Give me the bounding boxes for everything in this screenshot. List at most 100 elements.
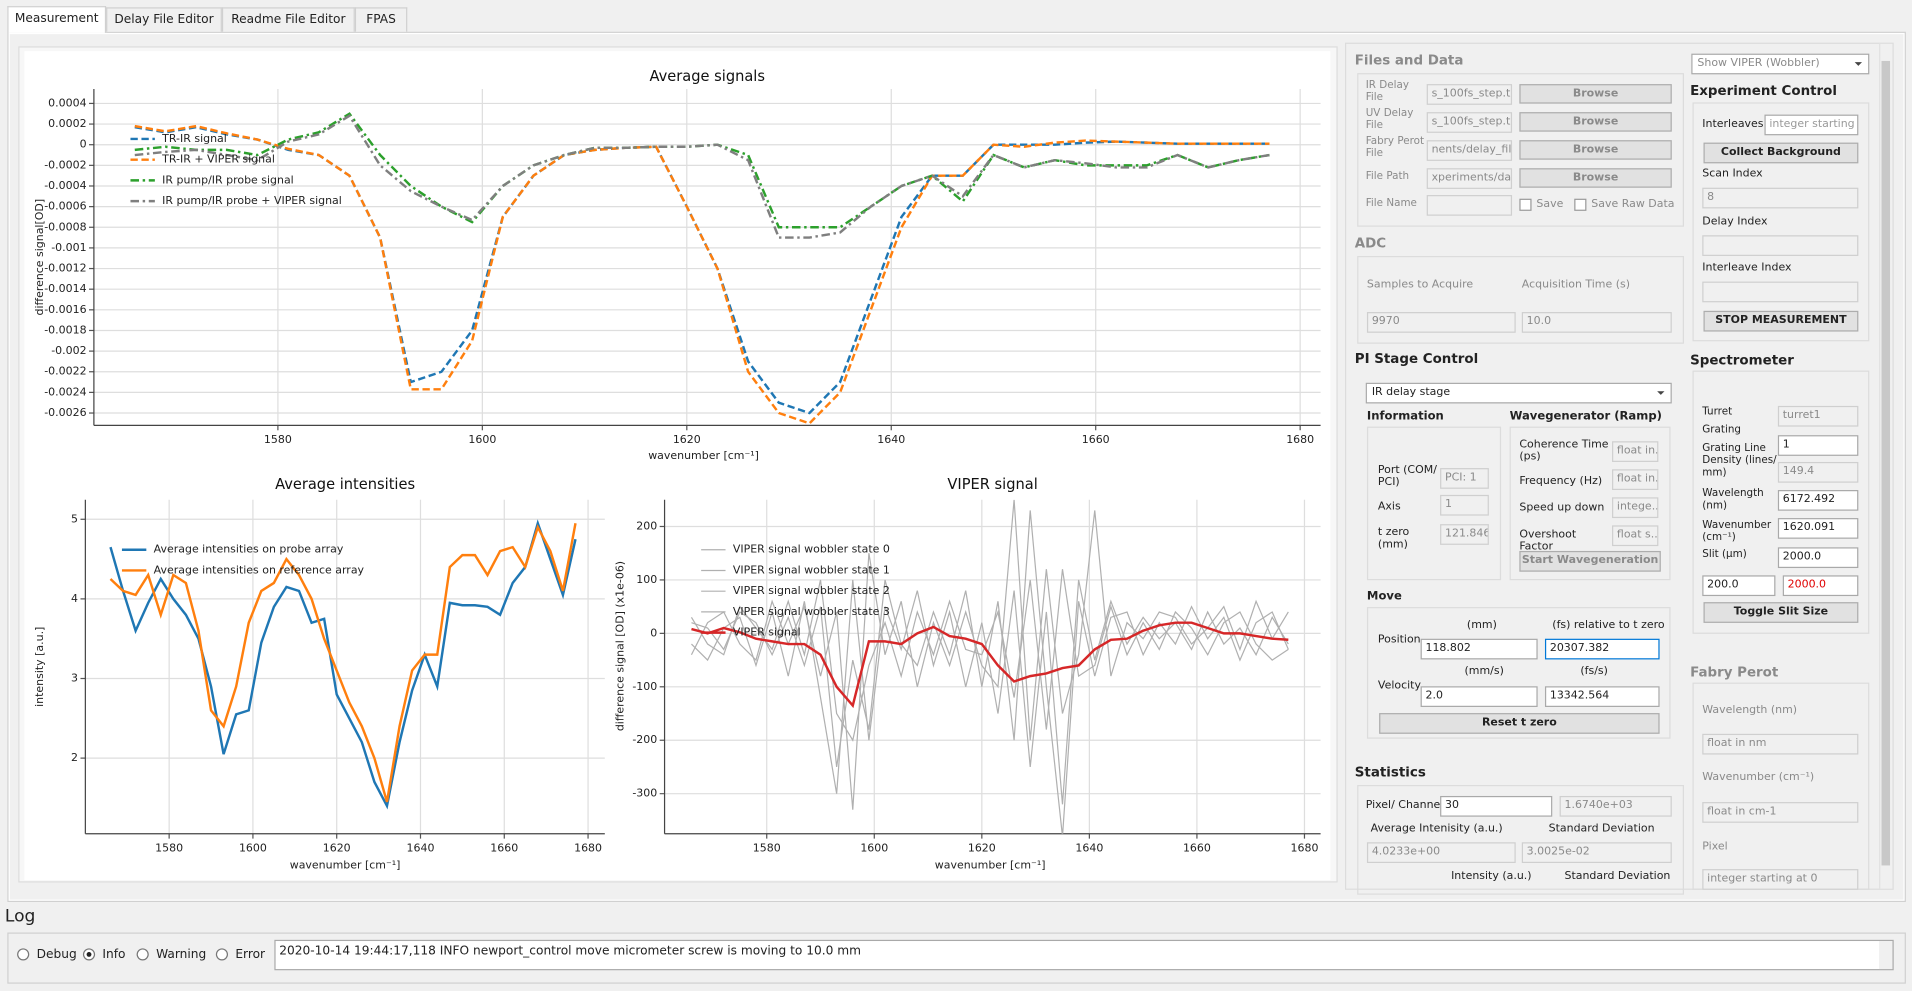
unit-label: (mm) xyxy=(1466,619,1497,632)
dropdown[interactable]: Show VIPER (Wobbler) xyxy=(1691,53,1870,75)
scrollbar-thumb[interactable] xyxy=(1881,60,1891,866)
text-field[interactable]: 1620.091 xyxy=(1777,518,1859,539)
text-field[interactable]: nents/delay_files xyxy=(1426,140,1513,161)
field-label: Velocity xyxy=(1377,680,1421,693)
text-field[interactable]: 2000.0 xyxy=(1782,575,1859,597)
text-field[interactable]: intege... xyxy=(1612,497,1659,519)
button[interactable]: Toggle Slit Size xyxy=(1703,602,1859,623)
checkbox[interactable] xyxy=(1574,198,1587,211)
text-field[interactable]: float in cm-1 xyxy=(1702,802,1859,823)
legend-label: VIPER signal wobbler state 0 xyxy=(733,543,890,556)
field-label: Speed up down xyxy=(1519,502,1605,515)
field-label: File Name xyxy=(1365,197,1417,210)
button[interactable]: Collect Background xyxy=(1703,142,1859,164)
text-field[interactable]: turret1 xyxy=(1777,405,1859,427)
y-tick-label: -0.0022 xyxy=(44,365,86,378)
settings-scroll-area xyxy=(1344,42,1894,890)
y-tick-label: -0.0026 xyxy=(44,406,86,419)
field-label: Port (COM/ PCI) xyxy=(1377,464,1437,490)
field-label: IR Delay File xyxy=(1365,79,1410,104)
tab[interactable]: Measurement xyxy=(7,6,107,33)
text-field[interactable]: float in... xyxy=(1612,469,1659,491)
button[interactable]: Browse xyxy=(1519,140,1672,160)
legend-label: VIPER signal wobbler state 1 xyxy=(733,563,890,576)
radio-label: Info xyxy=(102,948,126,962)
button[interactable]: Start Wavegeneration xyxy=(1519,550,1661,572)
field-label: Pixel xyxy=(1702,841,1728,854)
y-tick-label: -200 xyxy=(632,733,657,746)
field-label: Pixel/ Channel xyxy=(1365,799,1444,812)
dropdown[interactable]: IR delay stage xyxy=(1365,382,1672,404)
text-field[interactable]: 200.0 xyxy=(1702,575,1776,597)
field-label: Wavelength (nm) xyxy=(1702,704,1798,717)
radio-button[interactable] xyxy=(215,948,229,961)
text-field[interactable]: 30 xyxy=(1440,795,1553,817)
text-field[interactable] xyxy=(1426,195,1513,216)
text-field[interactable]: s_100fs_step.txt xyxy=(1426,112,1513,133)
y-tick-label: -0.0018 xyxy=(44,323,86,336)
plots: 1580 1600 1620 1640 1660 1680 0.0004 0.0002 0 -0.… xyxy=(33,68,1321,871)
button[interactable]: Browse xyxy=(1519,84,1672,104)
group-title: Information xyxy=(1366,409,1444,423)
y-tick-label: 4 xyxy=(71,592,78,605)
text-field[interactable]: 1 xyxy=(1440,494,1489,516)
field-label: Position xyxy=(1377,633,1421,647)
button[interactable]: Browse xyxy=(1519,168,1672,188)
text-field[interactable]: 1 xyxy=(1777,435,1859,456)
text-field[interactable]: PCI: 1 xyxy=(1440,468,1489,489)
button[interactable]: Browse xyxy=(1519,112,1672,132)
tab[interactable]: FPAS xyxy=(354,7,408,32)
x-tick-label: 1620 xyxy=(968,841,996,854)
tab[interactable]: Delay File Editor xyxy=(106,7,222,32)
field-label: Delay Index xyxy=(1702,215,1768,228)
radio-button[interactable] xyxy=(82,948,96,961)
text-field[interactable]: 20307.382 xyxy=(1544,638,1660,660)
text-field[interactable]: 1.6740e+03 xyxy=(1559,795,1672,817)
text-field[interactable]: 2.0 xyxy=(1420,686,1538,707)
text-field[interactable]: 121.846 xyxy=(1440,524,1489,545)
text-field[interactable]: integer starting at 0 xyxy=(1702,869,1859,890)
text-field[interactable]: 2000.0 xyxy=(1777,547,1859,569)
text-field[interactable]: integer starting ... xyxy=(1764,114,1859,136)
y-tick-label: -0.0014 xyxy=(44,282,86,295)
text-field[interactable]: s_100fs_step.txt xyxy=(1426,84,1513,105)
text-field[interactable]: float in... xyxy=(1612,441,1659,462)
field-label: Coherence Time (ps) xyxy=(1519,438,1609,464)
text-field[interactable] xyxy=(1702,235,1859,256)
checkbox[interactable] xyxy=(1519,198,1532,211)
text-field[interactable]: 4.0233e+00 xyxy=(1366,842,1516,864)
field-label: t zero (mm) xyxy=(1377,526,1410,552)
x-axis-label: wavenumber [cm⁻¹] xyxy=(290,858,401,871)
button[interactable]: STOP MEASUREMENT xyxy=(1703,310,1859,332)
tab[interactable]: Readme File Editor xyxy=(221,7,355,32)
x-tick-label: 1620 xyxy=(673,433,701,446)
text-field[interactable]: 8 xyxy=(1702,187,1859,209)
chart-title: Average signals xyxy=(650,68,765,85)
button[interactable]: Reset t zero xyxy=(1379,713,1660,734)
log-output xyxy=(274,939,1894,971)
text-field[interactable]: 13342.564 xyxy=(1544,686,1660,707)
field-label: Scan Index xyxy=(1702,168,1763,181)
y-tick-label: -0.0006 xyxy=(44,200,86,213)
section-title: Fabry Perot xyxy=(1690,664,1779,681)
text-field[interactable]: 6172.492 xyxy=(1777,490,1859,511)
radio-button[interactable] xyxy=(17,948,30,961)
text-field[interactable]: float s... xyxy=(1612,525,1659,547)
y-tick-label: 2 xyxy=(71,751,78,764)
field-label: Acquisition Time (s) xyxy=(1521,279,1631,292)
text-field[interactable]: 3.0025e-02 xyxy=(1521,842,1672,864)
y-tick-label: -0.0002 xyxy=(44,158,86,171)
y-tick-label: 0.0004 xyxy=(48,96,86,109)
radio-button[interactable] xyxy=(136,948,149,961)
text-field[interactable] xyxy=(1702,281,1859,303)
text-field[interactable]: 118.802 xyxy=(1420,638,1538,660)
log-scrollbar[interactable] xyxy=(1879,941,1893,970)
text-field[interactable]: xperiments/data xyxy=(1426,168,1513,189)
text-field[interactable]: float in nm xyxy=(1702,733,1859,755)
text-field[interactable]: 10.0 xyxy=(1521,312,1672,333)
field-label: Slit (µm) xyxy=(1702,548,1747,561)
text-field[interactable]: 149.4 xyxy=(1777,461,1859,483)
text-field[interactable]: 9970 xyxy=(1366,312,1516,333)
data-line xyxy=(691,621,1289,709)
chart-title: VIPER signal xyxy=(947,476,1037,493)
